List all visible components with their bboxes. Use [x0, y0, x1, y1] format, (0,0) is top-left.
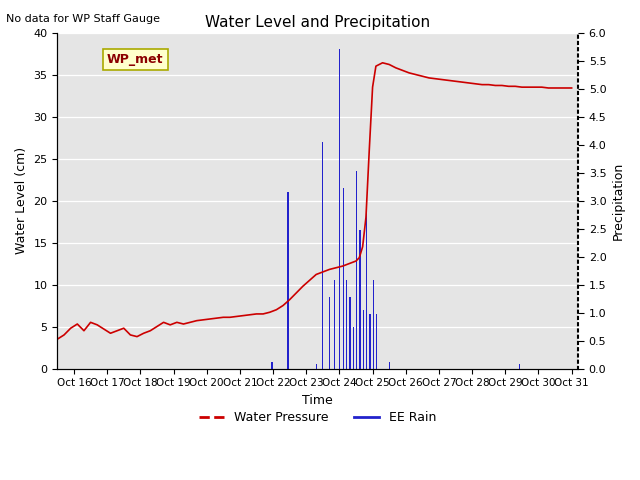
Text: No data for WP Staff Gauge: No data for WP Staff Gauge	[6, 14, 161, 24]
Bar	[322, 142, 323, 369]
Bar	[316, 364, 317, 369]
Bar	[353, 326, 354, 369]
Bar	[369, 314, 371, 369]
Y-axis label: Water Level (cm): Water Level (cm)	[15, 147, 28, 254]
Bar	[287, 192, 289, 369]
Legend: Water Pressure, EE Rain: Water Pressure, EE Rain	[195, 407, 441, 430]
Bar	[349, 297, 351, 369]
Bar	[389, 362, 390, 369]
Title: Water Level and Precipitation: Water Level and Precipitation	[205, 15, 431, 30]
Bar	[329, 297, 330, 369]
Bar	[376, 314, 377, 369]
Y-axis label: Precipitation: Precipitation	[612, 161, 625, 240]
Text: WP_met: WP_met	[107, 53, 163, 66]
X-axis label: Time: Time	[303, 394, 333, 407]
Bar	[334, 280, 335, 369]
Bar	[339, 49, 340, 369]
Bar	[271, 362, 273, 369]
Bar	[359, 230, 360, 369]
Bar	[356, 171, 357, 369]
Bar	[366, 209, 367, 369]
Bar	[518, 364, 520, 369]
Bar	[372, 280, 374, 369]
Bar	[343, 188, 344, 369]
Bar	[346, 280, 348, 369]
Bar	[363, 310, 364, 369]
